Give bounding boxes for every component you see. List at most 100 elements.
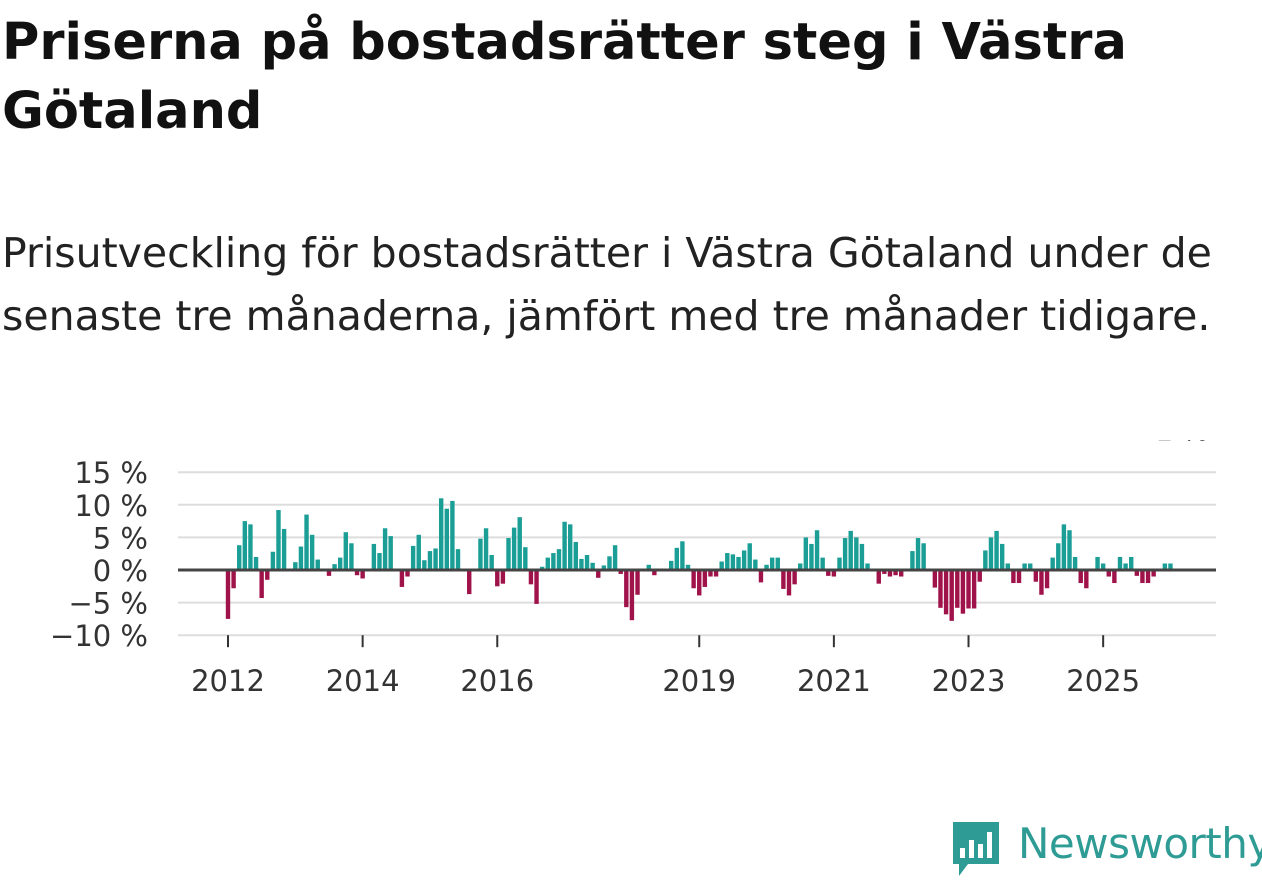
bar bbox=[1129, 556, 1134, 570]
bar bbox=[1112, 570, 1117, 584]
bar bbox=[450, 500, 455, 570]
bar bbox=[1084, 570, 1089, 589]
bar bbox=[237, 545, 242, 570]
bar bbox=[377, 553, 382, 570]
bar bbox=[1117, 556, 1123, 570]
bar bbox=[624, 570, 629, 608]
bar bbox=[618, 570, 623, 574]
bar bbox=[422, 560, 427, 570]
bar bbox=[635, 570, 640, 595]
x-tick-label: 2012 bbox=[191, 664, 265, 698]
y-tick-label: 0 % bbox=[93, 554, 148, 588]
newsworthy-brand: Newsworthy bbox=[950, 818, 1262, 876]
bar bbox=[1067, 530, 1072, 570]
bar bbox=[276, 510, 281, 570]
bar bbox=[753, 559, 758, 570]
bar bbox=[579, 558, 584, 570]
bar bbox=[697, 570, 702, 596]
bar bbox=[534, 570, 539, 604]
bar bbox=[1106, 570, 1111, 577]
bar bbox=[1095, 556, 1100, 570]
bar bbox=[1078, 570, 1083, 584]
bar bbox=[769, 557, 775, 570]
bar bbox=[1162, 563, 1168, 570]
bar bbox=[994, 530, 999, 570]
bar bbox=[971, 570, 977, 609]
bar bbox=[506, 538, 511, 570]
bar bbox=[517, 517, 522, 570]
x-tick-label: 2023 bbox=[932, 664, 1006, 698]
bar bbox=[523, 547, 528, 570]
chart-bars bbox=[225, 498, 1173, 621]
bar bbox=[960, 570, 966, 614]
bar bbox=[1016, 570, 1022, 584]
bar bbox=[652, 570, 657, 576]
bar bbox=[1028, 563, 1033, 570]
bar bbox=[1072, 556, 1078, 570]
bar bbox=[668, 560, 674, 570]
bar bbox=[932, 570, 938, 588]
x-tick-label: 2025 bbox=[1066, 664, 1140, 698]
bar bbox=[551, 553, 556, 570]
bar bbox=[1011, 570, 1016, 584]
bar bbox=[725, 553, 730, 570]
bar bbox=[882, 570, 887, 574]
bar bbox=[568, 524, 573, 570]
bar bbox=[455, 549, 461, 570]
bar bbox=[556, 549, 562, 570]
bar bbox=[955, 570, 960, 608]
bar bbox=[562, 521, 567, 570]
bar bbox=[539, 566, 545, 570]
bar bbox=[629, 570, 635, 621]
brand-name: Newsworthy bbox=[1018, 819, 1262, 868]
x-tick-label: 2016 bbox=[460, 664, 534, 698]
bar bbox=[259, 570, 264, 599]
bar bbox=[225, 570, 231, 619]
bar bbox=[438, 498, 444, 570]
bar bbox=[326, 570, 332, 576]
bar bbox=[792, 570, 797, 585]
bar bbox=[719, 561, 724, 570]
chart-subtitle: Prisutveckling för bostadsrätter i Västr… bbox=[2, 229, 1212, 340]
bar bbox=[854, 537, 859, 570]
bar bbox=[478, 538, 483, 570]
bar bbox=[596, 570, 601, 578]
bar bbox=[281, 528, 287, 570]
bar bbox=[253, 556, 259, 570]
bar bbox=[865, 563, 870, 570]
bar bbox=[483, 528, 489, 570]
bar bbox=[382, 528, 388, 570]
bar bbox=[298, 546, 304, 570]
bar bbox=[831, 570, 837, 577]
bar bbox=[1056, 543, 1061, 570]
bar bbox=[910, 551, 915, 570]
y-tick-label: −10 % bbox=[50, 619, 148, 653]
bar bbox=[354, 570, 360, 576]
bar bbox=[674, 547, 679, 570]
bar bbox=[820, 557, 825, 570]
bar bbox=[758, 570, 764, 583]
bar bbox=[388, 536, 393, 570]
bar bbox=[736, 556, 741, 570]
bar bbox=[573, 541, 579, 570]
bar bbox=[680, 541, 685, 570]
grid-lines bbox=[178, 471, 1216, 637]
y-tick-label: −5 % bbox=[68, 587, 148, 621]
bar bbox=[433, 548, 438, 570]
bar bbox=[416, 534, 421, 570]
bar bbox=[1039, 570, 1044, 595]
bar bbox=[966, 570, 971, 609]
bar bbox=[646, 564, 651, 570]
bar bbox=[977, 570, 982, 582]
bar bbox=[999, 543, 1005, 570]
bar bbox=[332, 564, 337, 570]
bar bbox=[848, 530, 853, 570]
bar bbox=[293, 562, 298, 570]
bar bbox=[612, 545, 618, 570]
bar bbox=[1022, 563, 1027, 570]
bar bbox=[837, 557, 842, 570]
bar bbox=[511, 527, 517, 570]
bar bbox=[371, 543, 377, 570]
chart-axes: 15 %10 %5 %0 %−5 %−10 % 2012 2014 2016 2019 2… bbox=[50, 456, 1216, 698]
newsworthy-logo-icon bbox=[953, 822, 999, 876]
